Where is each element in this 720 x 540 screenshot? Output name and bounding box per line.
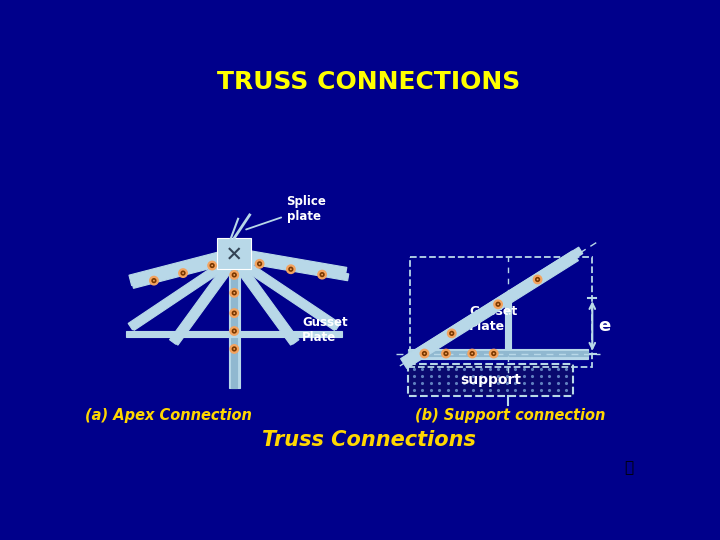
Polygon shape [128, 256, 233, 330]
Polygon shape [127, 331, 342, 338]
Polygon shape [229, 257, 295, 345]
Circle shape [179, 269, 187, 278]
Circle shape [442, 349, 450, 358]
Polygon shape [408, 351, 588, 356]
Polygon shape [236, 255, 348, 281]
Text: e: e [598, 317, 611, 335]
Text: Splice
plate: Splice plate [246, 195, 326, 230]
Polygon shape [129, 248, 235, 286]
Circle shape [230, 309, 238, 318]
Circle shape [256, 260, 264, 268]
Text: support: support [460, 373, 521, 387]
Polygon shape [132, 255, 238, 288]
Polygon shape [236, 256, 341, 330]
Text: Gusset
Plate: Gusset Plate [469, 305, 518, 333]
Text: 🔊: 🔊 [625, 460, 634, 475]
Polygon shape [231, 253, 238, 388]
Circle shape [230, 345, 238, 353]
Polygon shape [217, 238, 251, 269]
Text: Gusset
Plate: Gusset Plate [302, 316, 348, 345]
Circle shape [468, 349, 477, 358]
FancyBboxPatch shape [408, 363, 573, 396]
Circle shape [287, 265, 295, 273]
Polygon shape [408, 348, 588, 359]
Circle shape [150, 276, 158, 285]
Polygon shape [229, 253, 240, 388]
Polygon shape [131, 259, 234, 330]
Circle shape [494, 300, 503, 308]
Circle shape [534, 275, 542, 284]
Polygon shape [505, 294, 510, 357]
Circle shape [490, 349, 498, 358]
Text: (a) Apex Connection: (a) Apex Connection [86, 408, 252, 423]
Circle shape [208, 261, 217, 270]
Polygon shape [407, 247, 582, 361]
Polygon shape [174, 257, 240, 345]
Text: Truss Connections: Truss Connections [262, 430, 476, 450]
Text: TRUSS CONNECTIONS: TRUSS CONNECTIONS [217, 70, 521, 94]
Circle shape [318, 271, 326, 279]
Polygon shape [400, 251, 578, 368]
Circle shape [420, 349, 428, 358]
Circle shape [230, 288, 238, 297]
Polygon shape [231, 255, 299, 345]
Text: (b) Support connection: (b) Support connection [415, 408, 605, 423]
Circle shape [230, 327, 238, 335]
Polygon shape [169, 255, 238, 345]
Polygon shape [233, 248, 347, 278]
Circle shape [448, 329, 456, 338]
Polygon shape [234, 259, 338, 330]
Circle shape [230, 271, 238, 279]
